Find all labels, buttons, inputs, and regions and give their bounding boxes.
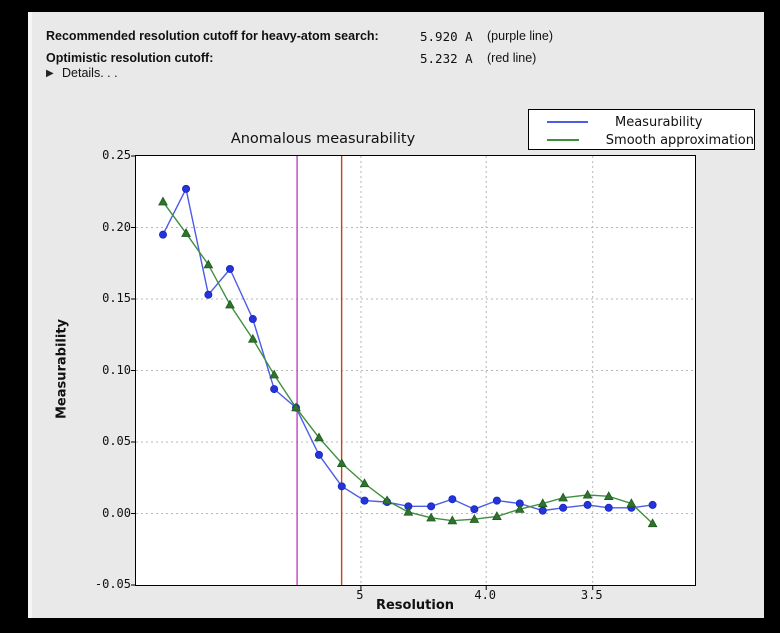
legend-label-smooth: Smooth approximation	[605, 132, 754, 148]
y-tick-label: 0.10	[102, 362, 131, 377]
plot-area	[131, 155, 696, 590]
x-tick-label: 5	[356, 588, 364, 602]
y-tick-label: 0.25	[102, 148, 131, 162]
measurability-line-sample-icon	[547, 121, 588, 123]
recommended-cutoff-note: (purple line)	[487, 29, 554, 43]
legend-label-measurability: Measurability	[615, 114, 703, 130]
optimistic-cutoff-note: (red line)	[487, 51, 537, 65]
chart-canvas	[131, 155, 695, 590]
results-panel: Recommended resolution cutoff for heavy-…	[32, 12, 764, 618]
measurability-figure: Anomalous measurability Measurability Sm…	[32, 12, 764, 618]
x-tick-label: 4.0	[474, 588, 497, 602]
recommended-cutoff-label: Recommended resolution cutoff for heavy-…	[46, 29, 379, 43]
window-edge	[28, 12, 32, 618]
optimistic-cutoff-label: Optimistic resolution cutoff:	[46, 51, 214, 65]
smooth-line-sample-icon	[547, 139, 579, 141]
details-label: Details. . .	[62, 66, 118, 80]
y-tick-label: 0.00	[102, 505, 131, 520]
chart-legend: Measurability Smooth approximation	[528, 109, 755, 150]
y-tick-label: 0.15	[102, 291, 131, 305]
recommended-cutoff-value: 5.920 A	[420, 29, 473, 44]
optimistic-cutoff-value: 5.232 A	[420, 51, 473, 66]
y-tick-label: 0.20	[102, 219, 131, 234]
y-tick-label: 0.05	[102, 434, 131, 448]
chart-title: Anomalous measurability	[230, 131, 416, 147]
disclosure-triangle-icon: ▶	[46, 68, 54, 79]
y-axis-title: Measurability	[54, 318, 70, 420]
x-axis-title: Resolution	[375, 598, 455, 613]
y-tick-label: -0.05	[94, 577, 131, 591]
legend-item-smooth: Smooth approximation	[547, 131, 754, 149]
x-tick-label: 3.5	[580, 588, 603, 602]
legend-item-measurability: Measurability	[547, 113, 754, 131]
